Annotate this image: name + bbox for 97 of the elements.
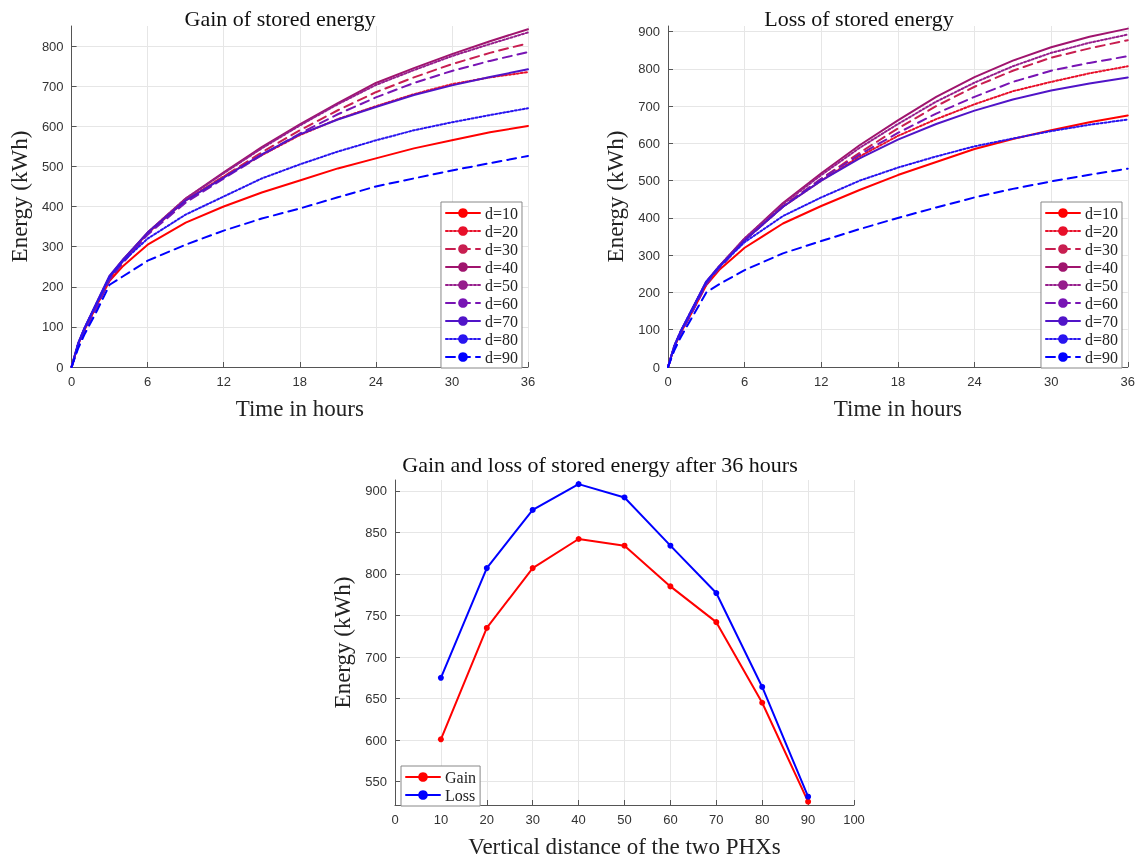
point	[437, 736, 444, 743]
point	[483, 565, 490, 572]
legend-label: d=30	[484, 240, 519, 258]
point	[621, 494, 628, 501]
point	[713, 619, 720, 626]
x-axis-title: Time in hours	[235, 396, 364, 421]
x-tick-label: 60	[663, 812, 678, 827]
y-tick-label: 800	[638, 61, 660, 77]
y-tick-label: 800	[365, 566, 387, 582]
legend-label: d=30	[1084, 240, 1119, 258]
point	[759, 699, 766, 706]
x-tick-label: 18	[890, 374, 906, 389]
legend-label: d=20	[484, 222, 519, 240]
point	[667, 542, 674, 549]
point	[713, 590, 720, 597]
x-tick-label: 18	[292, 374, 308, 389]
y-tick-label: 400	[638, 210, 660, 226]
x-tick-label: 0	[391, 812, 399, 827]
x-tick-label: 36	[520, 374, 536, 389]
legend-label: d=80	[484, 330, 519, 348]
y-tick-label: 600	[638, 135, 660, 151]
point	[759, 683, 766, 690]
y-tick-label: 850	[365, 524, 387, 540]
point	[575, 536, 582, 543]
legend-label: d=50	[484, 276, 519, 294]
x-tick-label: 30	[444, 374, 460, 389]
y-tick-label: 500	[638, 173, 660, 189]
x-tick-label: 12	[814, 374, 829, 389]
y-tick-label: 650	[365, 691, 387, 707]
legend-label: d=10	[484, 204, 519, 222]
legend-label: d=80	[1084, 330, 1119, 348]
y-tick-label: 700	[638, 98, 660, 114]
point	[529, 565, 536, 572]
legend-label: d=10	[1084, 204, 1119, 222]
y-tick-label: 0	[652, 359, 660, 375]
legend-label: d=70	[484, 312, 519, 330]
point	[437, 674, 444, 681]
x-tick-label: 100	[843, 812, 865, 827]
legend-label: d=60	[1084, 294, 1119, 312]
y-tick-label: 200	[638, 284, 660, 300]
x-tick-label: 0	[67, 374, 76, 389]
x-tick-label: 40	[571, 812, 586, 827]
legend-label: Gain	[445, 768, 477, 786]
x-tick-label: 12	[216, 374, 231, 389]
y-tick-label: 400	[41, 199, 64, 215]
x-tick-label: 10	[433, 812, 449, 827]
x-tick-label: 6	[741, 374, 749, 389]
y-tick-label: 600	[41, 118, 64, 134]
y-tick-label: 750	[365, 607, 387, 623]
x-tick-label: 70	[709, 812, 724, 827]
x-tick-label: 6	[144, 374, 152, 389]
point	[529, 506, 536, 513]
y-tick-label: 550	[365, 774, 387, 790]
y-tick-label: 900	[638, 24, 660, 40]
legend-label: d=40	[1084, 258, 1119, 276]
legend-label: d=90	[1084, 348, 1119, 366]
y-tick-label: 100	[638, 322, 660, 338]
point	[805, 793, 812, 800]
x-tick-label: 0	[664, 374, 672, 389]
y-tick-label: 0	[56, 359, 64, 375]
legend-label: d=60	[484, 294, 519, 312]
x-tick-label: 36	[1120, 374, 1135, 389]
y-axis-title: Energy (kWh)	[7, 130, 32, 263]
legend-label: d=20	[1084, 222, 1119, 240]
x-axis-title: Vertical distance of the two PHXs	[468, 834, 781, 859]
legend-label: d=90	[484, 348, 519, 366]
x-tick-label: 90	[800, 812, 816, 827]
point	[667, 583, 674, 590]
x-tick-label: 30	[525, 812, 540, 827]
x-tick-label: 80	[754, 812, 770, 827]
x-tick-label: 50	[617, 812, 632, 827]
x-tick-label: 24	[967, 374, 982, 389]
y-tick-label: 200	[41, 279, 64, 295]
y-tick-label: 700	[41, 78, 64, 94]
legend-label: d=70	[1084, 312, 1119, 330]
y-axis-title: Energy (kWh)	[603, 130, 629, 263]
x-axis-title: Time in hours	[833, 396, 963, 421]
y-tick-label: 500	[41, 158, 64, 174]
y-axis-title: Energy (kWh)	[330, 576, 356, 709]
y-tick-label: 300	[41, 239, 64, 255]
chart-title: Loss of stored energy	[764, 5, 954, 31]
y-tick-label: 900	[365, 483, 387, 499]
y-tick-label: 100	[41, 319, 64, 335]
legend-label: d=40	[484, 258, 519, 276]
chart-title: Gain of stored energy	[184, 5, 376, 31]
legend-label: d=50	[1084, 276, 1119, 294]
x-tick-label: 20	[479, 812, 495, 827]
chart-title: Gain and loss of stored energy after 36 hours	[402, 451, 798, 477]
x-tick-label: 24	[368, 374, 384, 389]
y-tick-label: 600	[365, 732, 387, 748]
x-tick-label: 30	[1043, 374, 1059, 389]
y-tick-label: 700	[365, 649, 387, 665]
legend-label: Loss	[445, 786, 476, 804]
point	[483, 624, 490, 631]
point	[575, 481, 582, 488]
y-tick-label: 300	[638, 247, 660, 263]
y-tick-label: 800	[41, 38, 64, 54]
